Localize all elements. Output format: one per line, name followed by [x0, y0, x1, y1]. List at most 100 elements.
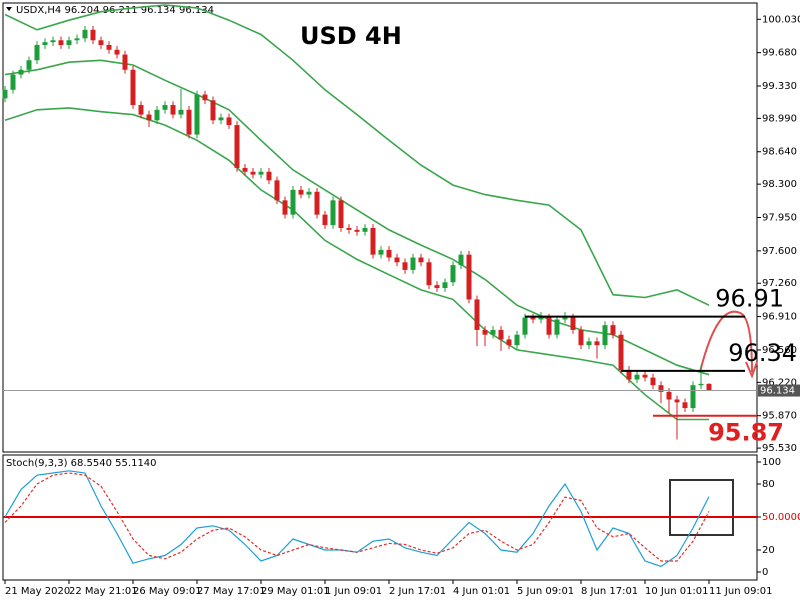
candle-body	[562, 317, 568, 320]
y-tick-label: 95.870	[762, 411, 797, 422]
x-tick-label: 21 May 2020	[5, 586, 70, 597]
candle-body	[226, 117, 232, 126]
forecast-arrowhead	[745, 361, 758, 379]
candle-body	[42, 42, 48, 46]
y-tick-label: 99.680	[762, 48, 797, 59]
candle-body	[210, 100, 216, 121]
candle-body	[690, 385, 696, 409]
candle-body	[338, 200, 344, 228]
candle-body	[698, 383, 704, 386]
candle-body	[498, 329, 504, 340]
candle-body	[610, 325, 616, 335]
candle-body	[546, 317, 552, 335]
y-tick-label: 97.950	[762, 212, 797, 223]
candle-body	[130, 69, 136, 106]
candle-body	[66, 40, 72, 46]
candle-body	[26, 60, 32, 70]
candle-body	[2, 89, 8, 99]
candle-body	[10, 74, 16, 90]
candle-body	[178, 109, 184, 115]
candle-body	[34, 45, 40, 61]
level-label: 96.91	[715, 285, 784, 313]
candle-body	[346, 227, 352, 230]
candle-body	[146, 114, 152, 121]
candle-body	[330, 200, 336, 226]
candle-body	[258, 171, 264, 175]
candle-body	[50, 40, 56, 43]
candle-body	[290, 189, 296, 215]
candle-body	[626, 369, 632, 380]
candle-body	[674, 399, 680, 403]
last-price-label: 96.134	[760, 386, 795, 397]
x-tick-label: 1 Jun 09:01	[325, 586, 382, 597]
y-tick-label: 80	[762, 479, 775, 490]
candle-body	[650, 377, 656, 386]
candle-body	[658, 385, 664, 392]
y-tick-label: 97.600	[762, 246, 797, 257]
candle-body	[162, 105, 168, 110]
y-tick-label: 98.300	[762, 179, 797, 190]
candle-body	[242, 167, 248, 172]
x-tick-label: 27 May 17:01	[197, 586, 266, 597]
candle-body	[154, 109, 160, 121]
candle-body	[122, 54, 128, 70]
candle-body	[482, 329, 488, 335]
candle-body	[298, 189, 304, 195]
y-tick-label: 97.260	[762, 278, 797, 289]
candle-body	[442, 282, 448, 289]
candle-body	[378, 249, 384, 255]
y-tick-label: 95.530	[762, 443, 797, 454]
y-tick-label: 100.030	[762, 14, 800, 25]
x-tick-label: 2 Jun 17:01	[389, 586, 446, 597]
candle-body	[538, 317, 544, 320]
candle-body	[322, 214, 328, 226]
candle-body	[450, 265, 456, 283]
candle-body	[82, 29, 88, 39]
candle-body	[554, 319, 560, 335]
candle-body	[530, 317, 536, 320]
candle-body	[402, 262, 408, 270]
candle-body	[602, 325, 608, 346]
candle-body	[474, 299, 480, 330]
x-tick-label: 11 Jun 09:01	[709, 586, 773, 597]
candle-body	[74, 38, 80, 41]
candle-body	[586, 341, 592, 346]
candle-body	[18, 69, 24, 75]
candle-body	[314, 191, 320, 215]
band-line	[4, 107, 709, 421]
candle-body	[394, 257, 400, 263]
band-line	[4, 4, 710, 306]
candle-body	[90, 29, 96, 41]
forecast-arc	[699, 310, 753, 373]
candle-body	[266, 171, 272, 181]
candle-body	[250, 171, 256, 175]
indicator-label: Stoch(9,3,3) 68.5540 55.1140	[6, 458, 157, 469]
candle-body	[306, 191, 312, 195]
last-price-box	[758, 384, 800, 397]
y-tick-label: 100	[762, 457, 781, 468]
candle-body	[170, 105, 176, 115]
x-tick-label: 4 Jun 01:01	[453, 586, 510, 597]
candle-body	[202, 94, 208, 101]
y-tick-label: 20	[762, 545, 775, 556]
x-tick-label: 5 Jun 09:01	[517, 586, 574, 597]
menu-icon	[6, 7, 12, 11]
candle-body	[106, 45, 112, 50]
candle-body	[194, 94, 200, 135]
candle-body	[114, 49, 120, 55]
y-tick-label: 98.990	[762, 113, 797, 124]
candle-body	[434, 285, 440, 289]
candle-body	[458, 254, 464, 266]
candle-body	[594, 341, 600, 346]
candle-body	[98, 40, 104, 46]
chart-title: USD 4H	[300, 22, 402, 50]
y-tick-label: 99.330	[762, 81, 797, 92]
candle-body	[514, 334, 520, 346]
candle-body	[426, 262, 432, 286]
y-tick-label: 96.560	[762, 345, 797, 356]
x-tick-label: 8 Jun 17:01	[581, 586, 638, 597]
y-tick-label: 0	[762, 567, 768, 578]
candle-body	[218, 117, 224, 121]
band-line	[4, 59, 710, 376]
